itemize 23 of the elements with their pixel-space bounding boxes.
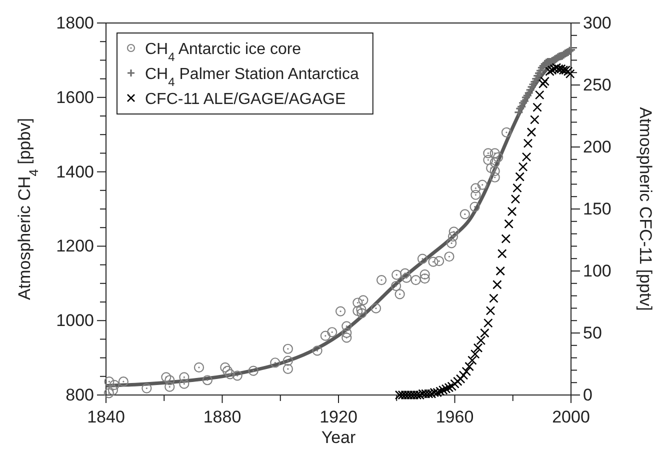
y2-tick-label: 50 (583, 323, 602, 342)
y2-tick-label: 300 (583, 13, 612, 32)
legend-label: CFC-11 ALE/GAGE/AGAGE (145, 91, 346, 108)
x-tick-label: 1840 (87, 408, 125, 427)
y2-tick-label: 100 (583, 261, 612, 280)
y2-tick-label: 0 (583, 385, 592, 404)
y-tick-label: 1600 (56, 88, 94, 107)
x-axis-title: Year (321, 428, 356, 447)
y2-tick-label: 150 (583, 199, 612, 218)
x-tick-label: 1920 (320, 408, 358, 427)
y-tick-label: 800 (66, 385, 94, 404)
y-tick-label: 1400 (56, 162, 94, 182)
x-tick-label: 1880 (203, 408, 242, 427)
legend-label: CH$_{4}$ Palmer Station Antarctica (145, 66, 359, 89)
y2-tick-label: 250 (583, 75, 612, 94)
y2-axis-title: Atmospheric CFC-11 [pptv] (636, 107, 655, 311)
y-tick-label: 1800 (56, 13, 94, 32)
y2-tick-label: 200 (583, 137, 612, 156)
legend-label: CH$_{4}$ Antarctic ice core (145, 41, 302, 64)
y-tick-label: 1200 (56, 236, 94, 256)
x-tick-label: 2000 (552, 408, 590, 427)
y-tick-label: 1000 (56, 311, 94, 330)
x-tick-label: 1960 (436, 408, 474, 427)
